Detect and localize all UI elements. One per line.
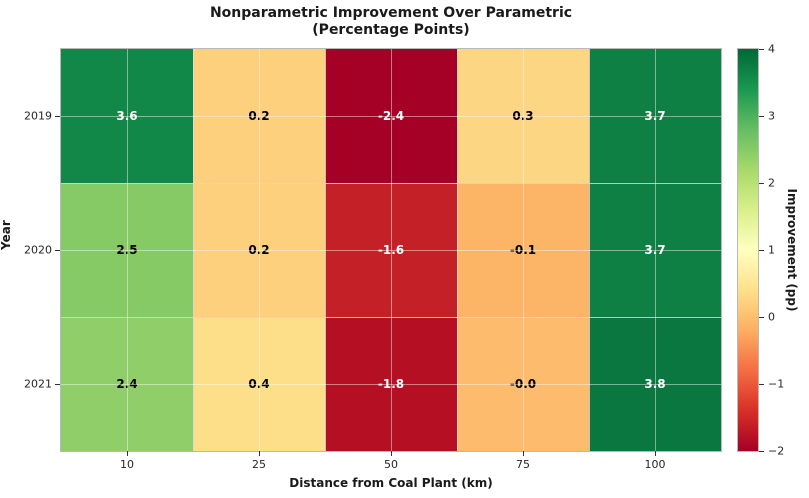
x-tick-label: 25 — [252, 458, 266, 471]
x-tick-label: 50 — [384, 458, 398, 471]
y-tick-label: 2019 — [24, 109, 52, 123]
heatmap-cell: 3.8 — [589, 317, 721, 451]
heatmap-cell-value: 0.2 — [248, 243, 270, 257]
x-tick-mark — [523, 451, 524, 456]
heatmap-cell-value: 3.7 — [644, 109, 666, 123]
chart-title-line1: Nonparametric Improvement Over Parametri… — [209, 5, 573, 21]
y-tick-label: 2021 — [24, 377, 52, 391]
x-tick-label: 100 — [644, 458, 666, 471]
heatmap-cell-value: -0.1 — [509, 243, 537, 257]
heatmap-cell: -1.6 — [325, 183, 457, 317]
colorbar-tick-mark — [759, 49, 764, 50]
heatmap-cell: 0.2 — [193, 49, 325, 183]
heatmap-cell: 3.7 — [589, 49, 721, 183]
x-tick-mark — [391, 451, 392, 456]
chart-title-line2: (Percentage Points) — [312, 22, 470, 38]
x-tick-mark — [127, 451, 128, 456]
chart-title: Nonparametric Improvement Over Parametri… — [61, 5, 721, 39]
colorbar-tick-label: −1 — [768, 377, 785, 391]
heatmap-cell-value: 0.4 — [248, 377, 270, 391]
heatmap-cell-value: -0.0 — [509, 377, 537, 391]
colorbar-tick-label: 2 — [768, 176, 775, 190]
colorbar — [737, 48, 759, 452]
heatmap-cell-value: 3.6 — [116, 109, 138, 123]
heatmap-cell-value: 2.5 — [116, 243, 138, 257]
heatmap-cell: 3.6 — [61, 49, 193, 183]
heatmap-cell: 3.7 — [589, 183, 721, 317]
x-tick-label: 10 — [120, 458, 134, 471]
heatmap-cell-value: 3.7 — [644, 243, 666, 257]
x-tick-mark — [655, 451, 656, 456]
x-tick-mark — [259, 451, 260, 456]
colorbar-tick-label: 0 — [768, 310, 775, 324]
y-tick-mark — [55, 116, 60, 117]
colorbar-tick-mark — [759, 384, 764, 385]
colorbar-tick-label: 1 — [768, 243, 775, 257]
heatmap-cell: 0.4 — [193, 317, 325, 451]
heatmap-cell: -0.1 — [457, 183, 589, 317]
colorbar-label: Improvement (pp) — [785, 188, 799, 312]
colorbar-tick-mark — [759, 250, 764, 251]
heatmap-cell: 0.2 — [193, 183, 325, 317]
heatmap-cell-value: -1.8 — [377, 377, 405, 391]
y-tick-label: 2020 — [24, 243, 52, 257]
y-tick-mark — [55, 250, 60, 251]
colorbar-tick-mark — [759, 451, 764, 452]
heatmap-cell-value: 3.8 — [644, 377, 666, 391]
heatmap-cell: -0.0 — [457, 317, 589, 451]
heatmap-panel: 3.6 0.2 -2.4 0.3 3.7 2.5 0.2 -1.6 -0.1 3.7 2.4 0.4 -… — [60, 48, 722, 452]
heatmap-cell: 2.4 — [61, 317, 193, 451]
heatmap-cell: 0.3 — [457, 49, 589, 183]
colorbar-tick-mark — [759, 317, 764, 318]
heatmap-cell: -2.4 — [325, 49, 457, 183]
heatmap-cell-value: 2.4 — [116, 377, 138, 391]
colorbar-tick-label: −2 — [768, 444, 785, 458]
heatmap-cell-value: 0.2 — [248, 109, 270, 123]
colorbar-tick-label: 4 — [768, 42, 775, 56]
heatmap-cell-value: -1.6 — [377, 243, 405, 257]
heatmap-cell: 2.5 — [61, 183, 193, 317]
colorbar-tick-label: 3 — [768, 109, 775, 123]
x-tick-label: 75 — [516, 458, 530, 471]
heatmap-cell: -1.8 — [325, 317, 457, 451]
colorbar-tick-mark — [759, 116, 764, 117]
heatmap-cell-value: -2.4 — [377, 109, 405, 123]
y-tick-mark — [55, 384, 60, 385]
x-axis-label: Distance from Coal Plant (km) — [289, 476, 493, 490]
heatmap-cell-value: 0.3 — [512, 109, 534, 123]
colorbar-tick-mark — [759, 183, 764, 184]
